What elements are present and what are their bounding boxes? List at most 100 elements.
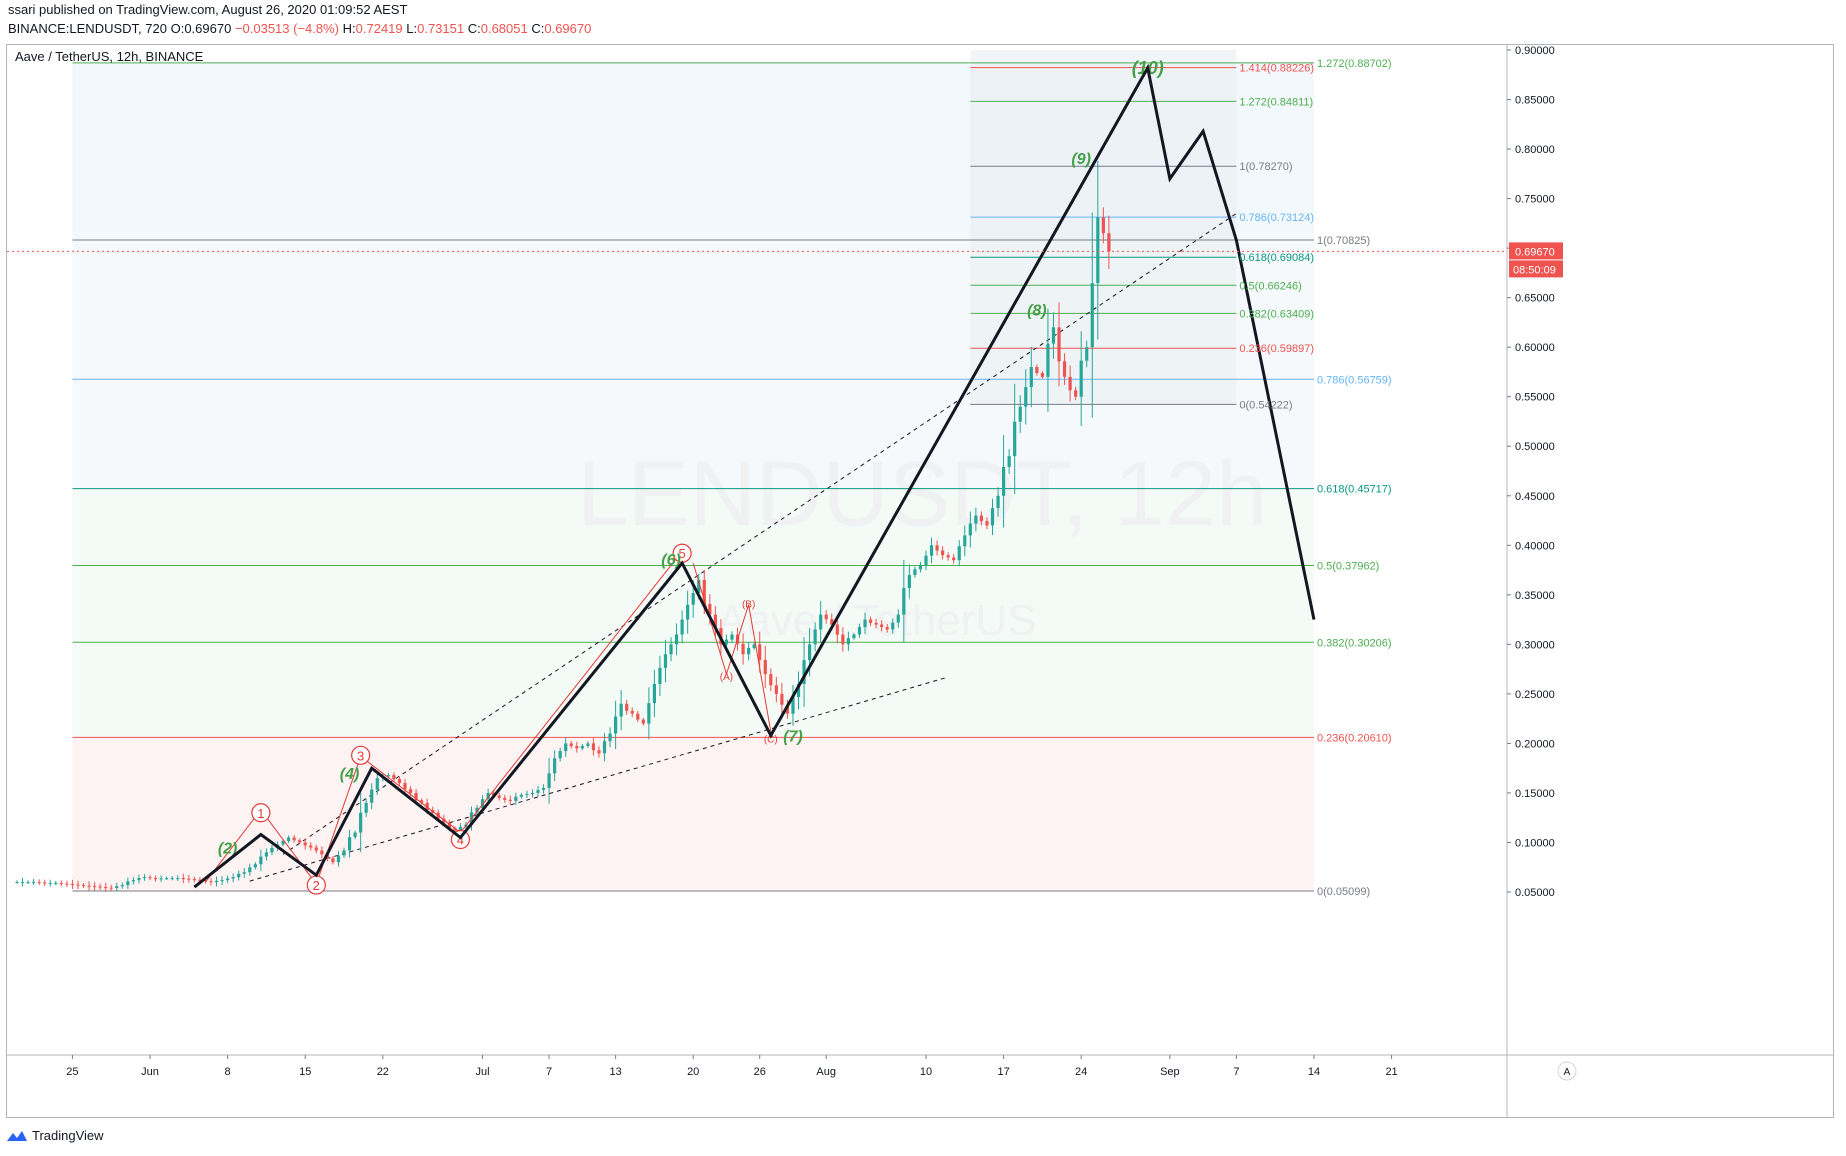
candle-body: [985, 521, 989, 526]
watermark-main: LENDUSDT, 12h: [577, 443, 1267, 545]
candle-body: [514, 796, 518, 801]
candle-body: [935, 545, 939, 551]
candle: [547, 757, 551, 804]
time-tick-label: Jul: [476, 1066, 490, 1078]
candle: [137, 874, 141, 884]
candle: [237, 870, 241, 881]
tradingview-footer[interactable]: TradingView: [6, 1128, 104, 1143]
candle: [647, 687, 651, 740]
candle: [181, 873, 185, 884]
candle-body: [602, 741, 607, 754]
candle-body: [824, 614, 828, 620]
candle-body: [974, 515, 978, 524]
candle: [397, 776, 402, 786]
price-tick-label: 0.05000: [1515, 887, 1555, 899]
candle: [292, 835, 296, 843]
candle-body: [702, 579, 706, 605]
candle-body: [591, 743, 596, 751]
candle-body: [902, 588, 906, 615]
candle-body: [408, 789, 413, 793]
candle: [907, 564, 911, 599]
wave-label-green: (2): [218, 840, 238, 857]
candle-body: [1001, 466, 1006, 496]
candle-body: [835, 624, 839, 635]
candle: [43, 879, 47, 887]
candle-body: [880, 624, 884, 628]
candle-body: [1107, 233, 1111, 252]
candle-body: [597, 750, 601, 754]
candle: [364, 798, 368, 818]
time-tick-label: 24: [1075, 1066, 1087, 1078]
price-tick-label: 0.25000: [1515, 689, 1555, 701]
candle-body: [619, 703, 623, 717]
candle: [475, 805, 479, 816]
candle: [824, 610, 828, 624]
candle: [929, 537, 934, 564]
candle: [1029, 346, 1033, 408]
candle-body: [819, 614, 823, 630]
candle-body: [347, 837, 352, 851]
candle: [863, 612, 867, 634]
price-tick-label: 0.15000: [1515, 788, 1555, 800]
price-tick-label: 0.55000: [1515, 392, 1555, 404]
candle-body: [480, 799, 485, 808]
time-tick-label: 10: [920, 1066, 932, 1078]
fib-level-label: 1.272(0.84811): [1239, 96, 1313, 108]
candle: [669, 637, 673, 662]
chart-frame[interactable]: LENDUSDT, 12h Aave / TetherUS 1 2 3 4 5 (A) (B…: [6, 44, 1834, 1118]
candle: [514, 792, 518, 805]
candle-body: [353, 832, 357, 838]
trend-lines: [249, 213, 1237, 882]
time-tick-label: 17: [997, 1066, 1009, 1078]
candle-body: [248, 867, 252, 873]
candle-body: [1035, 366, 1039, 374]
candle: [619, 690, 623, 731]
candle-body: [425, 802, 429, 811]
candle: [336, 851, 341, 867]
candle: [530, 789, 535, 798]
candle-body: [508, 799, 512, 801]
candle: [918, 561, 923, 573]
candle: [192, 876, 196, 883]
candle: [209, 878, 213, 886]
candle-body: [126, 881, 130, 886]
fib-level-label: 1(0.78270): [1239, 161, 1292, 173]
fib-level-label: 0.618(0.45717): [1317, 484, 1392, 496]
candle-body: [758, 644, 762, 660]
candle: [885, 623, 889, 633]
candle-body: [192, 879, 196, 881]
candle-body: [896, 614, 900, 623]
candle: [1068, 365, 1072, 402]
fib-level-label: 1.272(0.88702): [1317, 58, 1392, 70]
time-tick-label: Sep: [1160, 1066, 1180, 1078]
candle: [880, 620, 884, 632]
candle: [674, 623, 679, 656]
candle: [1051, 312, 1056, 359]
candle: [126, 877, 130, 889]
candle-body: [314, 847, 318, 851]
candle: [54, 880, 58, 886]
candle-body: [131, 880, 135, 882]
countdown-value: 08:50:09: [1513, 264, 1556, 276]
price-chart[interactable]: LENDUSDT, 12h Aave / TetherUS 1 2 3 4 5 (A) (B…: [7, 45, 1833, 1117]
candle: [553, 750, 557, 782]
candle: [1079, 331, 1083, 427]
price-tick-label: 0.20000: [1515, 738, 1555, 750]
candle: [1074, 386, 1078, 401]
candle: [253, 862, 257, 870]
candle: [979, 511, 984, 526]
time-tick-label: 7: [546, 1066, 552, 1078]
candle: [165, 876, 169, 881]
candle: [403, 778, 407, 794]
candle: [957, 540, 961, 567]
candle: [286, 835, 291, 844]
price-tick-label: 0.40000: [1515, 540, 1555, 552]
candle: [924, 550, 928, 571]
close2-label: C:: [531, 21, 545, 36]
fib-level-label: 0.382(0.63409): [1239, 308, 1314, 320]
candle-body: [181, 878, 185, 880]
candle: [226, 875, 230, 884]
candle-body: [580, 745, 584, 749]
price-tick-label: 0.85000: [1515, 95, 1555, 107]
candle-body: [979, 515, 984, 522]
